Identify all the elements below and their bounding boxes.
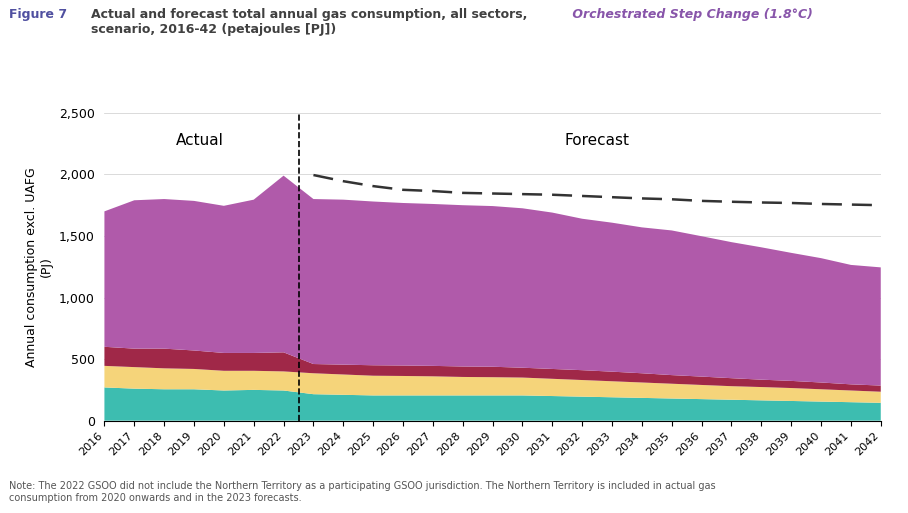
Text: Figure 7: Figure 7: [9, 8, 67, 21]
Text: Orchestrated Step Change (1.8°C): Orchestrated Step Change (1.8°C): [568, 8, 813, 21]
Text: Actual and forecast total annual gas consumption, all sectors,: Actual and forecast total annual gas con…: [91, 8, 528, 21]
Text: Forecast: Forecast: [565, 133, 629, 148]
Text: Actual: Actual: [176, 133, 224, 148]
Text: Note: The 2022 GSOO did not include the Northern Territory as a participating GS: Note: The 2022 GSOO did not include the …: [9, 481, 716, 503]
Y-axis label: Annual consumption excl. UAFG
(PJ): Annual consumption excl. UAFG (PJ): [25, 167, 54, 367]
Text: scenario, 2016-42 (petajoules [PJ]): scenario, 2016-42 (petajoules [PJ]): [91, 23, 336, 36]
